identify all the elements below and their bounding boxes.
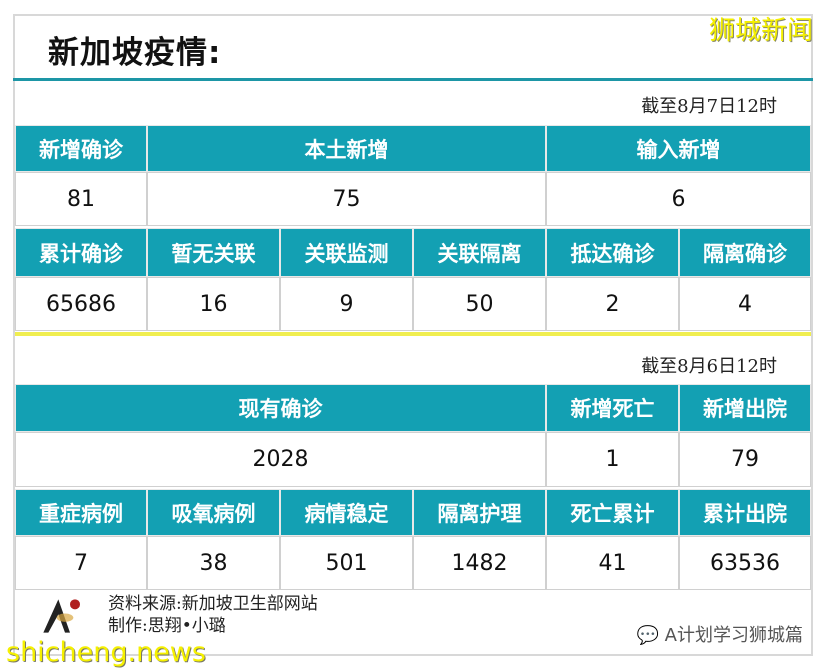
value-cell: 50 — [413, 277, 546, 331]
source-text: 资料来源:新加坡卫生部网站 — [108, 594, 318, 614]
value-cell: 2028 — [15, 432, 546, 487]
header-cell: 输入新增 — [546, 125, 811, 172]
header-cell: 暂无关联 — [147, 228, 280, 277]
header-cell: 隔离确诊 — [679, 228, 811, 277]
header-cell: 隔离护理 — [413, 489, 546, 536]
section-divider — [15, 332, 811, 336]
value-cell: 7 — [15, 536, 147, 590]
title-divider — [13, 78, 813, 81]
header-cell: 现有确诊 — [15, 384, 546, 432]
value-cell: 16 — [147, 277, 280, 331]
header-cell: 累计出院 — [679, 489, 811, 536]
header-cell: 重症病例 — [15, 489, 147, 536]
value-cell: 6 — [546, 172, 811, 226]
value-cell: 65686 — [15, 277, 147, 331]
value-cell: 81 — [15, 172, 147, 226]
header-cell: 关联监测 — [280, 228, 413, 277]
wechat-icon: 💬 — [636, 625, 665, 646]
value-cell: 2 — [546, 277, 679, 331]
value-cell: 4 — [679, 277, 811, 331]
page-title: 新加坡疫情: — [48, 35, 222, 71]
value-cell: 38 — [147, 536, 280, 590]
value-cell: 41 — [546, 536, 679, 590]
value-cell: 9 — [280, 277, 413, 331]
brand-watermark: 狮城新闻 — [708, 16, 813, 46]
header-cell: 死亡累计 — [546, 489, 679, 536]
site-watermark: shicheng.news — [6, 637, 206, 668]
value-cell: 79 — [679, 432, 811, 487]
value-cell: 75 — [147, 172, 546, 226]
header-cell: 新增确诊 — [15, 125, 147, 172]
header-cell: 吸氧病例 — [147, 489, 280, 536]
section1-date: 截至8月7日12时 — [641, 96, 777, 117]
header-cell: 累计确诊 — [15, 228, 147, 277]
value-cell: 501 — [280, 536, 413, 590]
author-text: 制作:思翔•小璐 — [108, 616, 226, 636]
frame — [13, 14, 813, 656]
header-cell: 关联隔离 — [413, 228, 546, 277]
wechat-name: A计划学习狮城篇 — [664, 625, 803, 646]
value-cell: 63536 — [679, 536, 811, 590]
value-cell: 1 — [546, 432, 679, 487]
section2-date: 截至8月6日12时 — [641, 356, 777, 377]
header-cell: 新增死亡 — [546, 384, 679, 432]
header-cell: 本土新增 — [147, 125, 546, 172]
logo-icon — [43, 599, 80, 633]
wechat-account: 💬 A计划学习狮城篇 — [637, 625, 803, 647]
value-cell: 1482 — [413, 536, 546, 590]
header-cell: 病情稳定 — [280, 489, 413, 536]
header-cell: 新增出院 — [679, 384, 811, 432]
header-cell: 抵达确诊 — [546, 228, 679, 277]
